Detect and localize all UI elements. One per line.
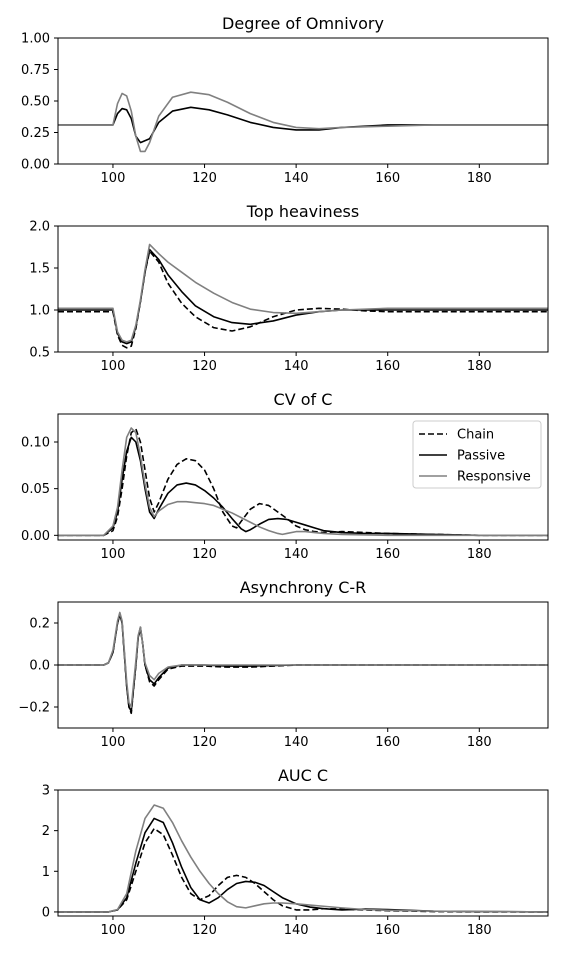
subplot-title: Asynchrony C-R <box>240 578 367 597</box>
legend-label-responsive: Responsive <box>457 470 531 485</box>
y-tick-label: 0.5 <box>29 346 50 361</box>
legend-label-chain: Chain <box>457 428 494 443</box>
x-tick-label: 140 <box>284 923 309 938</box>
series-line-responsive <box>58 91 548 153</box>
series-line-passive <box>58 248 548 345</box>
y-tick-label: 0.50 <box>21 95 50 110</box>
axes-frame <box>57 225 549 353</box>
x-tick-label: 160 <box>375 359 400 374</box>
series-line-responsive <box>58 427 548 537</box>
subplot-1: Degree of Omnivory 100 120 140 160 180 0.00 0.2… <box>21 14 549 186</box>
x-tick-label: 160 <box>375 735 400 750</box>
subplot-title: Top heaviness <box>246 202 359 221</box>
subplot-4: Asynchrony C-R 100 120 140 160 180 −0.2 0.0 0.2 <box>18 578 549 750</box>
x-tick-label: 180 <box>467 735 492 750</box>
legend: Chain Passive Responsive <box>412 420 542 489</box>
x-tick-label: 180 <box>467 547 492 562</box>
series-group <box>58 427 548 537</box>
series-line-chain <box>58 827 548 913</box>
series-line-chain <box>58 428 548 537</box>
x-tick-label: 100 <box>101 171 126 186</box>
series-group <box>58 91 548 153</box>
series-group <box>58 243 548 349</box>
series-group <box>58 611 548 715</box>
y-tick-label: 0.00 <box>21 529 50 544</box>
x-tick-label: 140 <box>284 171 309 186</box>
x-tick-label: 100 <box>101 547 126 562</box>
legend-label-passive: Passive <box>457 449 505 464</box>
x-tick-label: 120 <box>192 923 217 938</box>
x-tick-label: 100 <box>101 923 126 938</box>
x-tick-label: 180 <box>467 359 492 374</box>
y-tick-label: 1.0 <box>29 304 50 319</box>
x-tick-label: 180 <box>467 171 492 186</box>
y-tick-label: 1.5 <box>29 262 50 277</box>
series-line-passive <box>58 436 548 537</box>
subplot-5: AUC C 100 120 140 160 180 0 1 2 3 <box>42 766 549 938</box>
axes-frame <box>57 413 549 541</box>
subplot-title: AUC C <box>278 766 328 785</box>
y-tick-label: 2.0 <box>29 220 50 235</box>
axes-frame <box>57 37 549 165</box>
subplot-title: CV of C <box>274 390 333 409</box>
y-tick-label: 1 <box>42 865 50 880</box>
y-tick-label: 3 <box>42 784 50 799</box>
x-tick-label: 180 <box>467 923 492 938</box>
y-tick-label: 0.05 <box>21 482 50 497</box>
x-tick-label: 120 <box>192 359 217 374</box>
y-tick-label: 0.75 <box>21 63 50 78</box>
axes-frame <box>57 789 549 917</box>
x-tick-label: 100 <box>101 359 126 374</box>
x-tick-label: 120 <box>192 735 217 750</box>
y-tick-label: 0.25 <box>21 126 50 141</box>
y-tick-label: 0.2 <box>29 617 50 632</box>
series-line-responsive <box>58 243 548 343</box>
y-tick-label: 0.00 <box>21 158 50 173</box>
series-line-chain <box>58 250 548 349</box>
y-tick-label: −0.2 <box>18 701 50 716</box>
x-tick-label: 140 <box>284 735 309 750</box>
y-tick-label: 0 <box>42 905 50 920</box>
subplot-2: Top heaviness 100 120 140 160 180 0.5 1.0 1.5 2.0 <box>29 202 549 374</box>
x-tick-label: 140 <box>284 359 309 374</box>
x-tick-label: 100 <box>101 735 126 750</box>
x-tick-label: 160 <box>375 171 400 186</box>
y-tick-label: 2 <box>42 824 50 839</box>
x-tick-label: 140 <box>284 547 309 562</box>
legend-box <box>412 420 542 489</box>
y-tick-label: 0.0 <box>29 659 50 674</box>
y-tick-label: 1.00 <box>21 32 50 47</box>
subplot-3: CV of C 100 120 140 160 180 0.00 0.05 0.10 Chain P… <box>21 390 549 562</box>
series-group <box>58 804 548 913</box>
x-tick-label: 160 <box>375 547 400 562</box>
y-tick-label: 0.10 <box>21 436 50 451</box>
series-line-responsive <box>58 611 548 708</box>
x-tick-label: 160 <box>375 923 400 938</box>
x-tick-label: 120 <box>192 547 217 562</box>
series-line-responsive <box>58 804 548 913</box>
x-tick-label: 120 <box>192 171 217 186</box>
series-line-passive <box>58 817 548 913</box>
subplot-title: Degree of Omnivory <box>222 14 384 33</box>
